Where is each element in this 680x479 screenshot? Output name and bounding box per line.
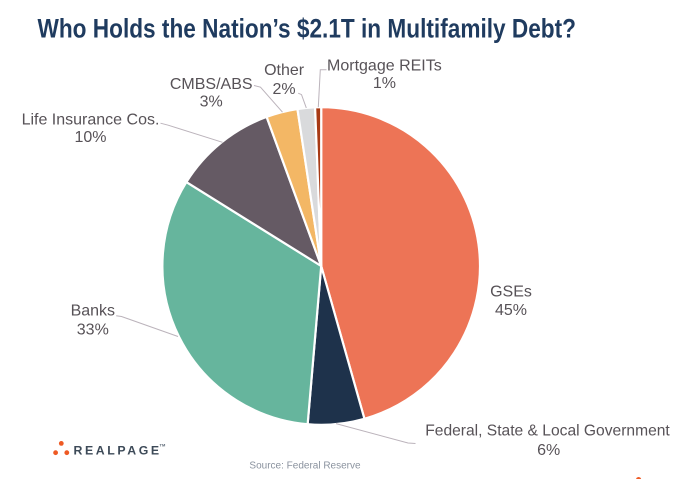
svg-text:1%: 1% xyxy=(373,75,396,92)
svg-text:6%: 6% xyxy=(537,442,560,459)
svg-text:2%: 2% xyxy=(273,81,296,98)
svg-text:Federal, State & Local Governm: Federal, State & Local Government xyxy=(425,423,670,440)
svg-text:Source: Federal Reserve: Source: Federal Reserve xyxy=(249,461,361,472)
svg-text:3%: 3% xyxy=(200,94,223,111)
svg-text:Other: Other xyxy=(264,62,305,79)
svg-text:REALPAGE: REALPAGE xyxy=(74,443,162,457)
svg-text:GSEs: GSEs xyxy=(490,283,532,300)
svg-text:10%: 10% xyxy=(74,129,106,146)
svg-text:Mortgage REITs: Mortgage REITs xyxy=(327,57,442,74)
svg-text:CMBS/ABS: CMBS/ABS xyxy=(170,76,253,93)
svg-text:Banks: Banks xyxy=(71,303,115,320)
svg-text:TM: TM xyxy=(160,443,166,448)
svg-text:Who Holds the Nation’s $2.1T i: Who Holds the Nation’s $2.1T in Multifam… xyxy=(38,13,577,43)
svg-text:33%: 33% xyxy=(77,321,109,338)
svg-text:Life Insurance Cos.: Life Insurance Cos. xyxy=(22,112,160,129)
svg-text:45%: 45% xyxy=(495,302,527,319)
